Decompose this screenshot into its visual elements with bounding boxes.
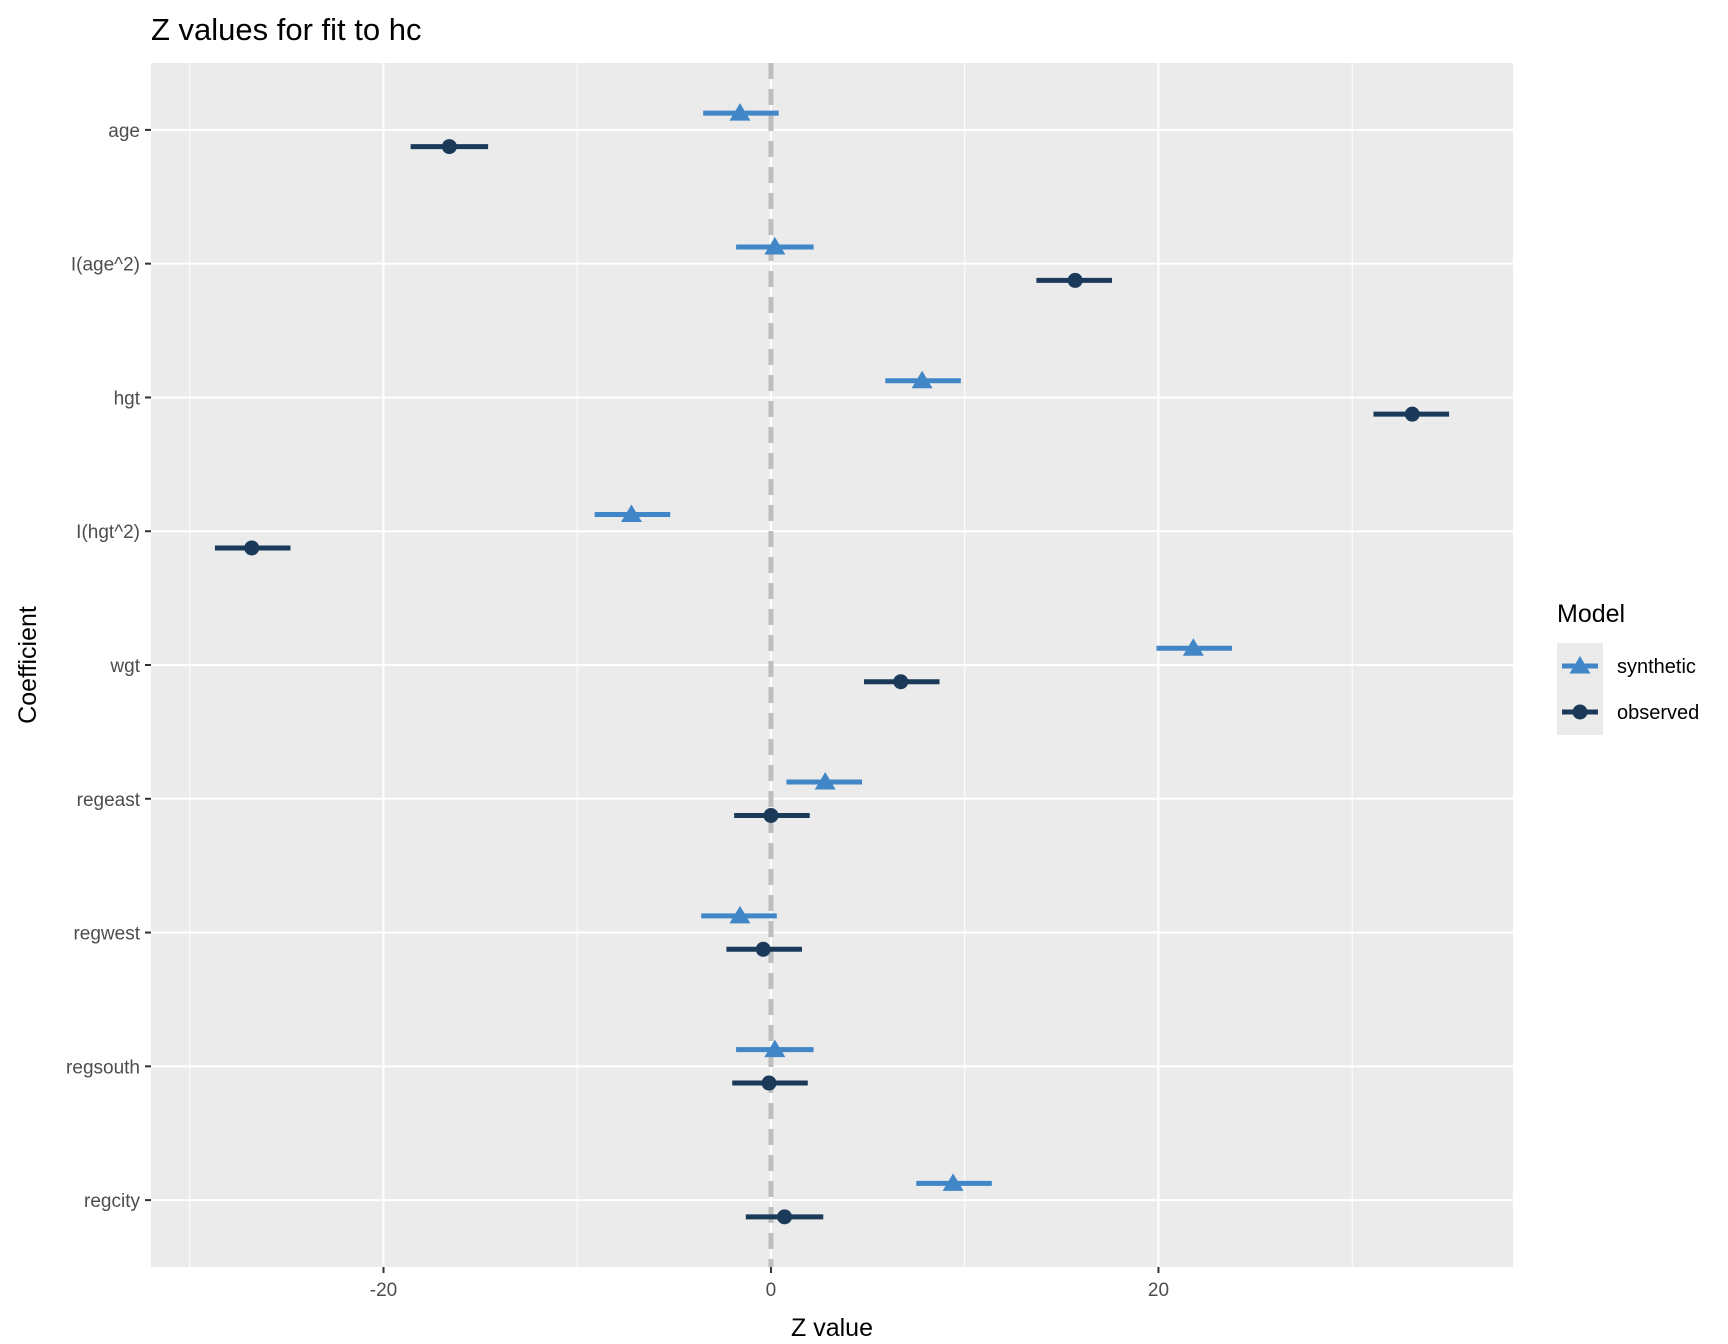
data-point xyxy=(441,139,457,155)
y-axis: age I(age^2) hgt I(hgt^2) wgt regeast regwest r… xyxy=(66,121,151,1212)
legend-title: Model xyxy=(1557,600,1625,628)
data-point xyxy=(729,103,751,121)
y-tick-label: I(hgt^2) xyxy=(76,522,140,543)
y-tick-label: regwest xyxy=(73,924,140,945)
data-point xyxy=(893,674,909,690)
data-point xyxy=(764,1039,786,1058)
legend-label: observed xyxy=(1617,702,1699,724)
legend-keys: synthetic observed xyxy=(1557,643,1699,735)
data-point xyxy=(729,905,751,924)
series-synthetic xyxy=(594,103,1233,1191)
legend-key-marker xyxy=(1572,704,1588,720)
data-point xyxy=(763,808,779,823)
y-tick-label: regeast xyxy=(77,790,141,811)
x-tick-label: 0 xyxy=(766,1280,777,1301)
data-point xyxy=(1067,272,1083,288)
y-tick-label: age xyxy=(108,121,140,142)
y-tick-label: regcity xyxy=(84,1191,140,1212)
x-axis: -20 0 20 xyxy=(370,1267,1169,1301)
legend-key-marker xyxy=(1569,656,1591,674)
data-point xyxy=(911,370,933,389)
legend-label: synthetic xyxy=(1617,656,1696,678)
data-point xyxy=(764,236,786,255)
major-gridlines xyxy=(151,63,1513,1267)
data-point xyxy=(761,1075,777,1091)
data-point xyxy=(755,941,771,957)
y-tick-label: regsouth xyxy=(66,1057,140,1078)
y-axis-title: Coefficient xyxy=(14,606,42,724)
y-tick-label: wgt xyxy=(109,656,140,677)
y-tick-label: hgt xyxy=(114,388,141,409)
x-tick-label: 20 xyxy=(1148,1280,1169,1301)
legend: Model synthetic observed xyxy=(1557,600,1699,735)
data-point xyxy=(1182,638,1204,656)
data-point xyxy=(1404,406,1420,422)
data-marks xyxy=(214,103,1450,1225)
series-observed xyxy=(214,139,1450,1225)
x-tick-label: -20 xyxy=(370,1280,397,1301)
chart-title: Z values for fit to hc xyxy=(151,12,422,47)
data-point xyxy=(814,772,836,790)
data-point xyxy=(777,1209,793,1225)
data-point xyxy=(942,1173,964,1191)
data-point xyxy=(620,504,642,522)
x-axis-title: Z value xyxy=(791,1314,873,1342)
data-point xyxy=(244,540,260,556)
y-tick-label: I(age^2) xyxy=(71,255,140,276)
